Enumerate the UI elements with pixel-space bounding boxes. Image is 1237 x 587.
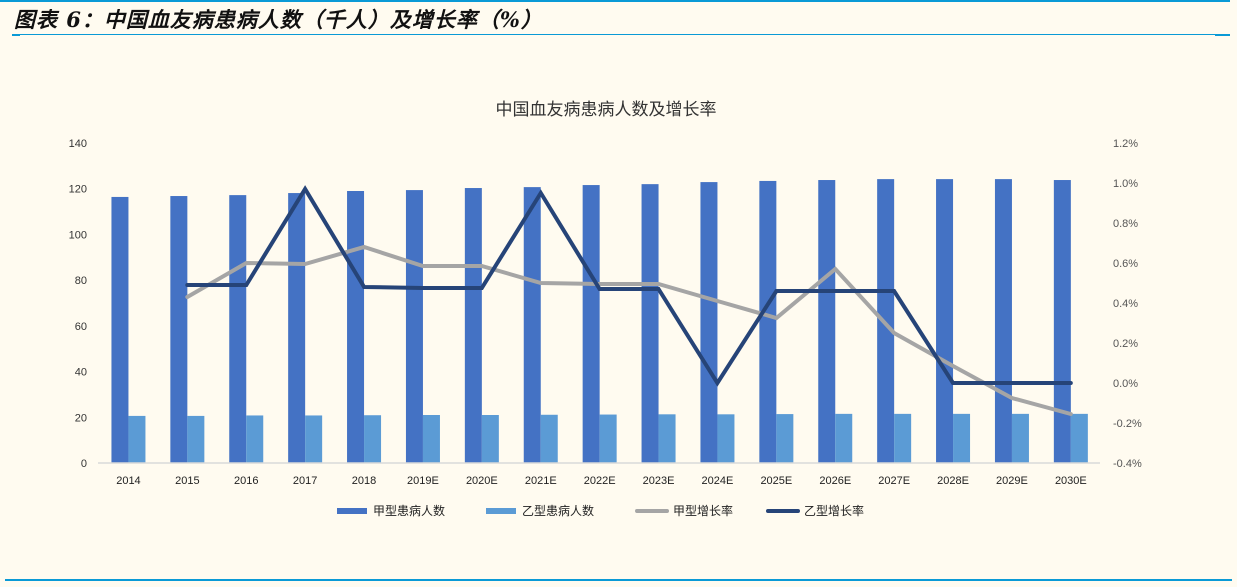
legend: 甲型患病人数 乙型患病人数 甲型增长率 乙型增长率: [337, 503, 864, 518]
left-axis-tick: 60: [75, 321, 87, 333]
bar-2014: [128, 415, 146, 463]
legend-item: 甲型患病人数: [337, 503, 445, 518]
x-axis-tick: 2014: [116, 475, 140, 487]
bar-2014: [111, 196, 129, 463]
x-axis-tick: 2027E: [878, 475, 910, 487]
line-type-a-growth: [185, 244, 1073, 416]
left-axis-tick: 40: [75, 367, 87, 379]
legend-item: 乙型患病人数: [486, 503, 594, 518]
left-axis-tick: 120: [69, 184, 87, 196]
right-axis-tick: 0.0%: [1113, 378, 1138, 390]
line-type-b-growth: [185, 185, 1073, 387]
x-axis-tick: 2023E: [643, 475, 675, 487]
bar-2025E: [759, 180, 777, 463]
bar-2019E: [422, 415, 440, 463]
title-underline-accent-left: [12, 34, 20, 36]
x-axis-tick: 2015: [175, 475, 199, 487]
x-axis-tick: 2029E: [996, 475, 1028, 487]
x-axis-tick: 2022E: [584, 475, 616, 487]
x-axis-tick: 2026E: [819, 475, 851, 487]
legend-swatch: [337, 508, 367, 514]
chart-title: 中国血友病患病人数及增长率: [496, 100, 717, 120]
bar-2015: [187, 415, 205, 463]
legend-item: 甲型增长率: [635, 503, 733, 518]
x-axis-tick: 2025E: [760, 475, 792, 487]
bar-2024E: [700, 182, 718, 464]
bar-2022E: [582, 185, 600, 464]
bar-2028E: [953, 413, 971, 463]
right-axis-tick: 1.2%: [1113, 138, 1138, 150]
right-axis-tick: 0.8%: [1113, 218, 1138, 230]
right-axis-tick: -0.2%: [1113, 418, 1142, 430]
legend-label: 甲型增长率: [673, 503, 733, 518]
right-axis-tick: 0.4%: [1113, 298, 1138, 310]
bar-2026E: [835, 413, 853, 463]
top-rule: [0, 0, 1230, 2]
bar-2025E: [776, 414, 794, 463]
bar-2020E: [481, 415, 499, 463]
bar-2016: [246, 415, 264, 463]
bar-2030E: [1070, 413, 1088, 463]
title-underline: [12, 34, 1230, 35]
figure-title: 图表 6：中国血友病患病人数（千人）及增长率（%）: [14, 7, 543, 32]
bottom-rule: [5, 579, 1232, 581]
legend-label: 乙型增长率: [804, 503, 864, 518]
x-axis-tick: 2017: [293, 475, 317, 487]
x-axis-tick: 2030E: [1055, 475, 1087, 487]
left-axis-tick: 100: [69, 229, 87, 241]
right-axis-tick: 1.0%: [1113, 178, 1138, 190]
bar-2024E: [717, 414, 735, 463]
bar-2027E: [894, 413, 912, 463]
bar-2021E: [540, 414, 558, 463]
bar-2023E: [641, 184, 659, 463]
bar-2020E: [464, 188, 482, 463]
bar-2018: [347, 191, 365, 463]
line-series: [185, 185, 1073, 416]
bar-series: [111, 179, 1088, 464]
x-axis-tick: 2021E: [525, 475, 557, 487]
left-y-axis: 0 20 40 60 80 100 120 140: [69, 138, 87, 470]
bar-2018: [364, 415, 382, 463]
bar-2019E: [405, 190, 423, 464]
left-axis-tick: 20: [75, 412, 87, 424]
bar-2028E: [936, 179, 954, 463]
right-axis-tick: -0.4%: [1113, 458, 1142, 470]
right-axis-tick: 0.2%: [1113, 338, 1138, 350]
x-axis: 2014 2015 2016 2017 2018 2019E 2020E 2021E 2022E…: [116, 475, 1087, 487]
bar-2017: [305, 415, 323, 463]
bar-2021E: [523, 187, 541, 463]
bar-2029E: [994, 179, 1012, 463]
bar-2026E: [818, 180, 836, 463]
x-axis-tick: 2028E: [937, 475, 969, 487]
left-axis-tick: 0: [81, 458, 87, 470]
right-axis-tick: 0.6%: [1113, 258, 1138, 270]
bar-2029E: [1011, 413, 1029, 463]
legend-label: 乙型患病人数: [522, 503, 594, 518]
bar-2022E: [599, 414, 617, 463]
left-axis-tick: 140: [69, 138, 87, 150]
title-underline-accent-right: [1215, 34, 1230, 36]
x-axis-tick: 2016: [234, 475, 258, 487]
legend-item: 乙型增长率: [766, 503, 864, 518]
right-y-axis: -0.4% -0.2% 0.0% 0.2% 0.4% 0.6% 0.8% 1.0% 1.2%: [1113, 138, 1142, 470]
bar-2030E: [1053, 180, 1071, 463]
bar-2015: [170, 196, 188, 463]
bar-2023E: [658, 414, 676, 463]
bar-2017: [288, 193, 306, 464]
legend-label: 甲型患病人数: [373, 503, 445, 518]
x-axis-tick: 2020E: [466, 475, 498, 487]
x-axis-tick: 2024E: [702, 475, 734, 487]
x-axis-tick: 2018: [352, 475, 376, 487]
x-axis-tick: 2019E: [407, 475, 439, 487]
bar-2016: [229, 195, 247, 463]
left-axis-tick: 80: [75, 275, 87, 287]
legend-swatch: [486, 508, 516, 514]
